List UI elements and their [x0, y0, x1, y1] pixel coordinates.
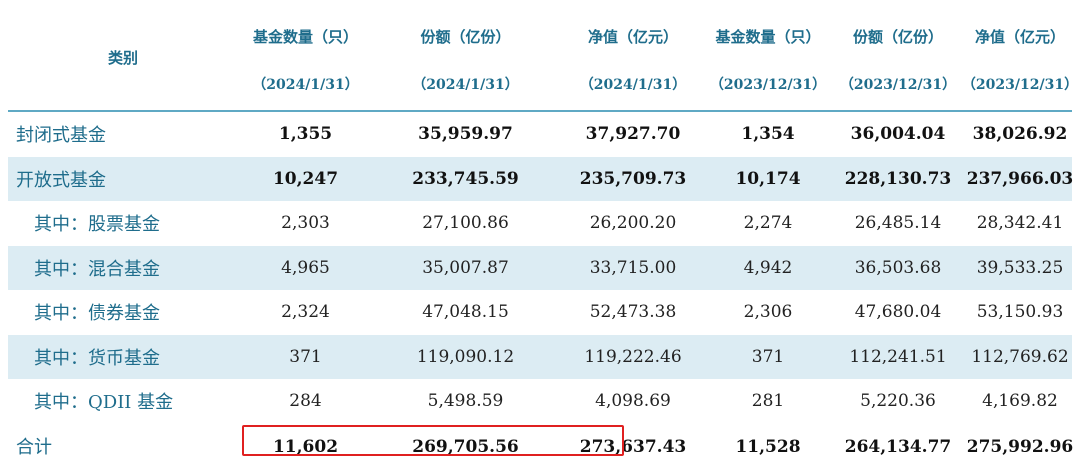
table-cell: 10,174: [708, 157, 828, 202]
table-cell: 36,503.68: [828, 246, 968, 291]
col-header-count-2024: 基金数量（只） （2024/1/31）: [238, 8, 373, 110]
table-cell: 235,709.73: [558, 157, 708, 202]
table-cell: 2,274: [708, 201, 828, 246]
table-cell: 39,533.25: [968, 246, 1072, 291]
col-header-title: 份额（亿份）: [853, 26, 943, 48]
col-header-shares-2023: 份额（亿份） （2023/12/31）: [828, 8, 968, 110]
table-cell: 5,220.36: [828, 379, 968, 424]
table-cell: 53,150.93: [968, 290, 1072, 335]
row-label: 其中：债券基金: [8, 290, 238, 335]
table-row-bond: 其中：债券基金 2,324 47,048.15 52,473.38 2,306 …: [8, 290, 1072, 335]
col-header-title: 净值（亿元）: [588, 26, 678, 48]
table-cell: 119,222.46: [558, 335, 708, 380]
table-row-open-end: 开放式基金 10,247 233,745.59 235,709.73 10,17…: [8, 157, 1072, 202]
table-cell: 33,715.00: [558, 246, 708, 291]
col-header-shares-2024: 份额（亿份） （2024/1/31）: [373, 8, 558, 110]
table-cell: 112,769.62: [968, 335, 1072, 380]
table-cell: 26,485.14: [828, 201, 968, 246]
row-label: 合计: [8, 424, 238, 469]
fund-statistics-table: 类别 基金数量（只） （2024/1/31） 份额（亿份） （2024/1/31…: [8, 8, 1072, 468]
table-cell: 284: [238, 379, 373, 424]
table-cell: 2,306: [708, 290, 828, 335]
table-cell: 36,004.04: [828, 112, 968, 157]
table-cell: 4,098.69: [558, 379, 708, 424]
table-cell: 371: [238, 335, 373, 380]
table-cell: 112,241.51: [828, 335, 968, 380]
table-row-qdii: 其中：QDII 基金 284 5,498.59 4,098.69 281 5,2…: [8, 379, 1072, 424]
col-header-nav-2024: 净值（亿元） （2024/1/31）: [558, 8, 708, 110]
table-cell: 38,026.92: [968, 112, 1072, 157]
table-cell: 233,745.59: [373, 157, 558, 202]
table-cell: 26,200.20: [558, 201, 708, 246]
table-cell: 264,134.77: [828, 423, 968, 469]
table-row-equity: 其中：股票基金 2,303 27,100.86 26,200.20 2,274 …: [8, 201, 1072, 246]
table-cell: 4,942: [708, 246, 828, 291]
category-header: 类别: [8, 8, 238, 110]
table-row-money-market: 其中：货币基金 371 119,090.12 119,222.46 371 11…: [8, 335, 1072, 380]
table-cell: 35,959.97: [373, 112, 558, 157]
row-label: 其中：混合基金: [8, 246, 238, 291]
table-cell: 5,498.59: [373, 379, 558, 424]
table-cell: 35,007.87: [373, 246, 558, 291]
table-cell: 371: [708, 335, 828, 380]
table-cell: 1,355: [238, 112, 373, 157]
col-header-count-2023: 基金数量（只） （2023/12/31）: [708, 8, 828, 110]
table-cell: 27,100.86: [373, 201, 558, 246]
table-cell: 52,473.38: [558, 290, 708, 335]
row-label: 其中：股票基金: [8, 201, 238, 246]
col-header-date: （2023/12/31）: [710, 74, 826, 96]
row-label: 封闭式基金: [8, 112, 238, 157]
table-cell: 119,090.12: [373, 335, 558, 380]
col-header-title: 基金数量（只）: [253, 26, 358, 48]
table-cell: 47,680.04: [828, 290, 968, 335]
table-cell: 28,342.41: [968, 201, 1072, 246]
col-header-date: （2024/1/31）: [580, 74, 686, 96]
table-header: 类别 基金数量（只） （2024/1/31） 份额（亿份） （2024/1/31…: [8, 8, 1072, 112]
row-label: 其中：货币基金: [8, 335, 238, 380]
col-header-date: （2023/12/31）: [840, 74, 956, 96]
col-header-date: （2024/1/31）: [412, 74, 518, 96]
table-cell: 228,130.73: [828, 157, 968, 202]
table-cell: 10,247: [238, 157, 373, 202]
col-header-title: 净值（亿元）: [975, 26, 1065, 48]
total-highlight-box: [242, 425, 624, 456]
row-label: 其中：QDII 基金: [8, 379, 238, 424]
table-cell: 2,303: [238, 201, 373, 246]
table-cell: 11,528: [708, 423, 828, 469]
table-cell: 275,992.96: [968, 423, 1072, 469]
col-header-date: （2023/12/31）: [962, 74, 1078, 96]
table-cell: 4,169.82: [968, 379, 1072, 424]
table-cell: 281: [708, 379, 828, 424]
table-cell: 237,966.03: [968, 157, 1072, 202]
row-label: 开放式基金: [8, 157, 238, 202]
table-cell: 37,927.70: [558, 112, 708, 157]
col-header-date: （2024/1/31）: [252, 74, 358, 96]
col-header-nav-2023: 净值（亿元） （2023/12/31）: [968, 8, 1072, 110]
col-header-title: 份额（亿份）: [420, 26, 510, 48]
col-header-title: 基金数量（只）: [715, 26, 820, 48]
table-cell: 4,965: [238, 246, 373, 291]
table-cell: 1,354: [708, 112, 828, 157]
table-row-hybrid: 其中：混合基金 4,965 35,007.87 33,715.00 4,942 …: [8, 246, 1072, 291]
table-row-closed-end: 封闭式基金 1,355 35,959.97 37,927.70 1,354 36…: [8, 112, 1072, 157]
table-cell: 2,324: [238, 290, 373, 335]
table-cell: 47,048.15: [373, 290, 558, 335]
